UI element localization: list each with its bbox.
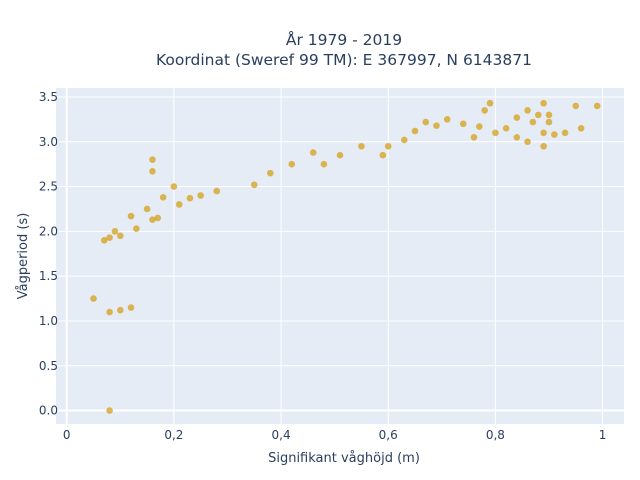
data-point: [545, 111, 553, 119]
data-point: [154, 214, 162, 222]
data-point: [524, 107, 531, 114]
data-point: [534, 111, 542, 119]
data-point: [149, 156, 156, 163]
data-point: [545, 118, 553, 126]
x-tick-label: 1: [599, 428, 607, 442]
data-point: [476, 123, 483, 130]
data-point: [379, 151, 387, 159]
data-point: [540, 99, 547, 107]
data-point: [213, 187, 221, 195]
y-tick-label: 2.0: [39, 224, 58, 238]
data-point: [309, 149, 317, 156]
chart-title-line2: Koordinat (Sweref 99 TM): E 367997, N 61…: [156, 51, 532, 69]
data-point: [540, 129, 547, 137]
data-point: [384, 142, 392, 150]
y-axis-title: Vågperiod (s): [16, 213, 31, 300]
data-point: [577, 125, 585, 132]
data-point: [111, 228, 119, 235]
data-point: [481, 107, 488, 114]
data-point: [288, 160, 296, 168]
data-point: [433, 122, 440, 129]
data-point: [127, 212, 135, 220]
data-point: [422, 118, 430, 126]
data-point: [443, 116, 451, 123]
y-tick-label: 1.5: [39, 269, 58, 283]
data-point: [267, 169, 274, 177]
data-point: [401, 136, 408, 144]
data-point: [127, 304, 135, 311]
chart-title-line1: År 1979 - 2019: [286, 30, 402, 49]
data-point: [336, 151, 344, 159]
x-tick-label: 0,6: [379, 428, 398, 442]
plot-area: [56, 88, 624, 424]
data-point: [561, 129, 569, 137]
data-point: [117, 306, 124, 314]
x-axis-ticks: 0 0,2 0,4 0,6 0,8 1: [63, 428, 606, 442]
y-tick-label: 3.0: [39, 135, 58, 149]
x-axis-title: Signifikant våghöjd (m): [268, 451, 420, 466]
data-point: [572, 102, 580, 110]
x-tick-label: 0: [63, 428, 71, 442]
y-tick-label: 0.0: [39, 404, 58, 418]
data-point: [320, 160, 328, 168]
y-tick-label: 0.5: [39, 359, 58, 373]
data-point: [170, 183, 178, 190]
y-tick-label: 3.5: [39, 90, 58, 104]
data-point: [149, 168, 156, 175]
data-point: [551, 131, 558, 138]
data-point: [358, 142, 365, 150]
y-tick-label: 2.5: [39, 180, 58, 194]
data-point: [513, 114, 521, 121]
data-point: [133, 225, 140, 232]
data-point: [106, 308, 113, 316]
data-point: [411, 127, 419, 135]
data-point: [524, 138, 531, 146]
x-tick-label: 0,8: [486, 428, 505, 442]
data-point: [502, 125, 510, 132]
data-point: [143, 205, 151, 213]
data-point: [159, 194, 167, 201]
data-point: [529, 118, 537, 126]
data-point: [90, 295, 97, 302]
y-tick-label: 1.0: [39, 314, 58, 328]
data-point: [459, 120, 467, 128]
data-point: [149, 216, 156, 224]
data-point: [175, 201, 183, 208]
data-point: [250, 181, 258, 189]
data-points: [90, 99, 601, 414]
data-point: [186, 194, 194, 202]
data-point: [470, 133, 478, 141]
data-point: [100, 237, 108, 244]
data-point: [540, 142, 547, 150]
y-axis-ticks: 0.0 0.5 1.0 1.5 2.0 2.5 3.0 3.5: [39, 90, 58, 418]
data-point: [106, 234, 113, 241]
data-point: [117, 232, 124, 240]
x-tick-label: 0,4: [272, 428, 291, 442]
data-point: [593, 102, 601, 110]
data-point: [106, 407, 113, 414]
x-tick-label: 0,2: [164, 428, 183, 442]
data-point: [492, 129, 499, 137]
data-point: [513, 133, 521, 141]
data-point: [486, 99, 494, 107]
data-point: [197, 192, 204, 199]
